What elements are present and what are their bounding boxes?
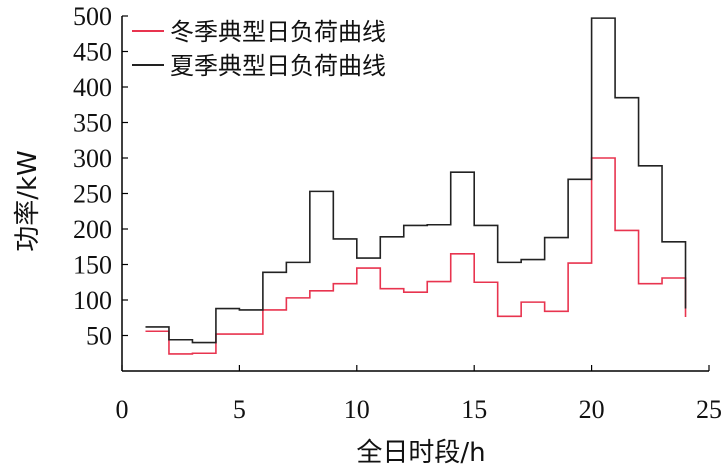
y-tick-label: 500: [73, 2, 112, 31]
x-tick-label: 10: [344, 395, 370, 424]
x-tick-label: 25: [696, 395, 722, 424]
y-axis-title: 功率/kW: [13, 150, 43, 252]
y-tick-label: 50: [86, 322, 112, 351]
legend-label-winter: 冬季典型日负荷曲线: [170, 18, 386, 46]
x-tick-label: 15: [461, 395, 487, 424]
x-tick-label: 5: [233, 395, 246, 424]
y-tick-label: 300: [73, 144, 112, 173]
series-line-winter: [145, 157, 687, 355]
y-tick-label: 350: [73, 109, 112, 138]
legend-label-summer: 夏季典型日负荷曲线: [170, 52, 386, 80]
axes: [121, 15, 710, 372]
y-tick-label: 150: [73, 251, 112, 280]
legend: 冬季典型日负荷曲线 夏季典型日负荷曲线: [132, 18, 386, 80]
y-tick-label: 200: [73, 215, 112, 244]
x-axis-title: 全日时段/h: [356, 438, 485, 468]
series-line-summer: [145, 17, 687, 344]
y-tick-label: 250: [73, 180, 112, 209]
series-layer: [145, 17, 687, 355]
x-tick-label: 20: [579, 395, 605, 424]
y-tick-label: 400: [73, 73, 112, 102]
x-tick-label: 0: [116, 395, 129, 424]
tick-labels: 0 5 10 15 20 25 50 100 150 200 250 300 350 400 450 500: [73, 2, 722, 424]
y-tick-label: 450: [73, 38, 112, 67]
y-tick-label: 100: [73, 286, 112, 315]
